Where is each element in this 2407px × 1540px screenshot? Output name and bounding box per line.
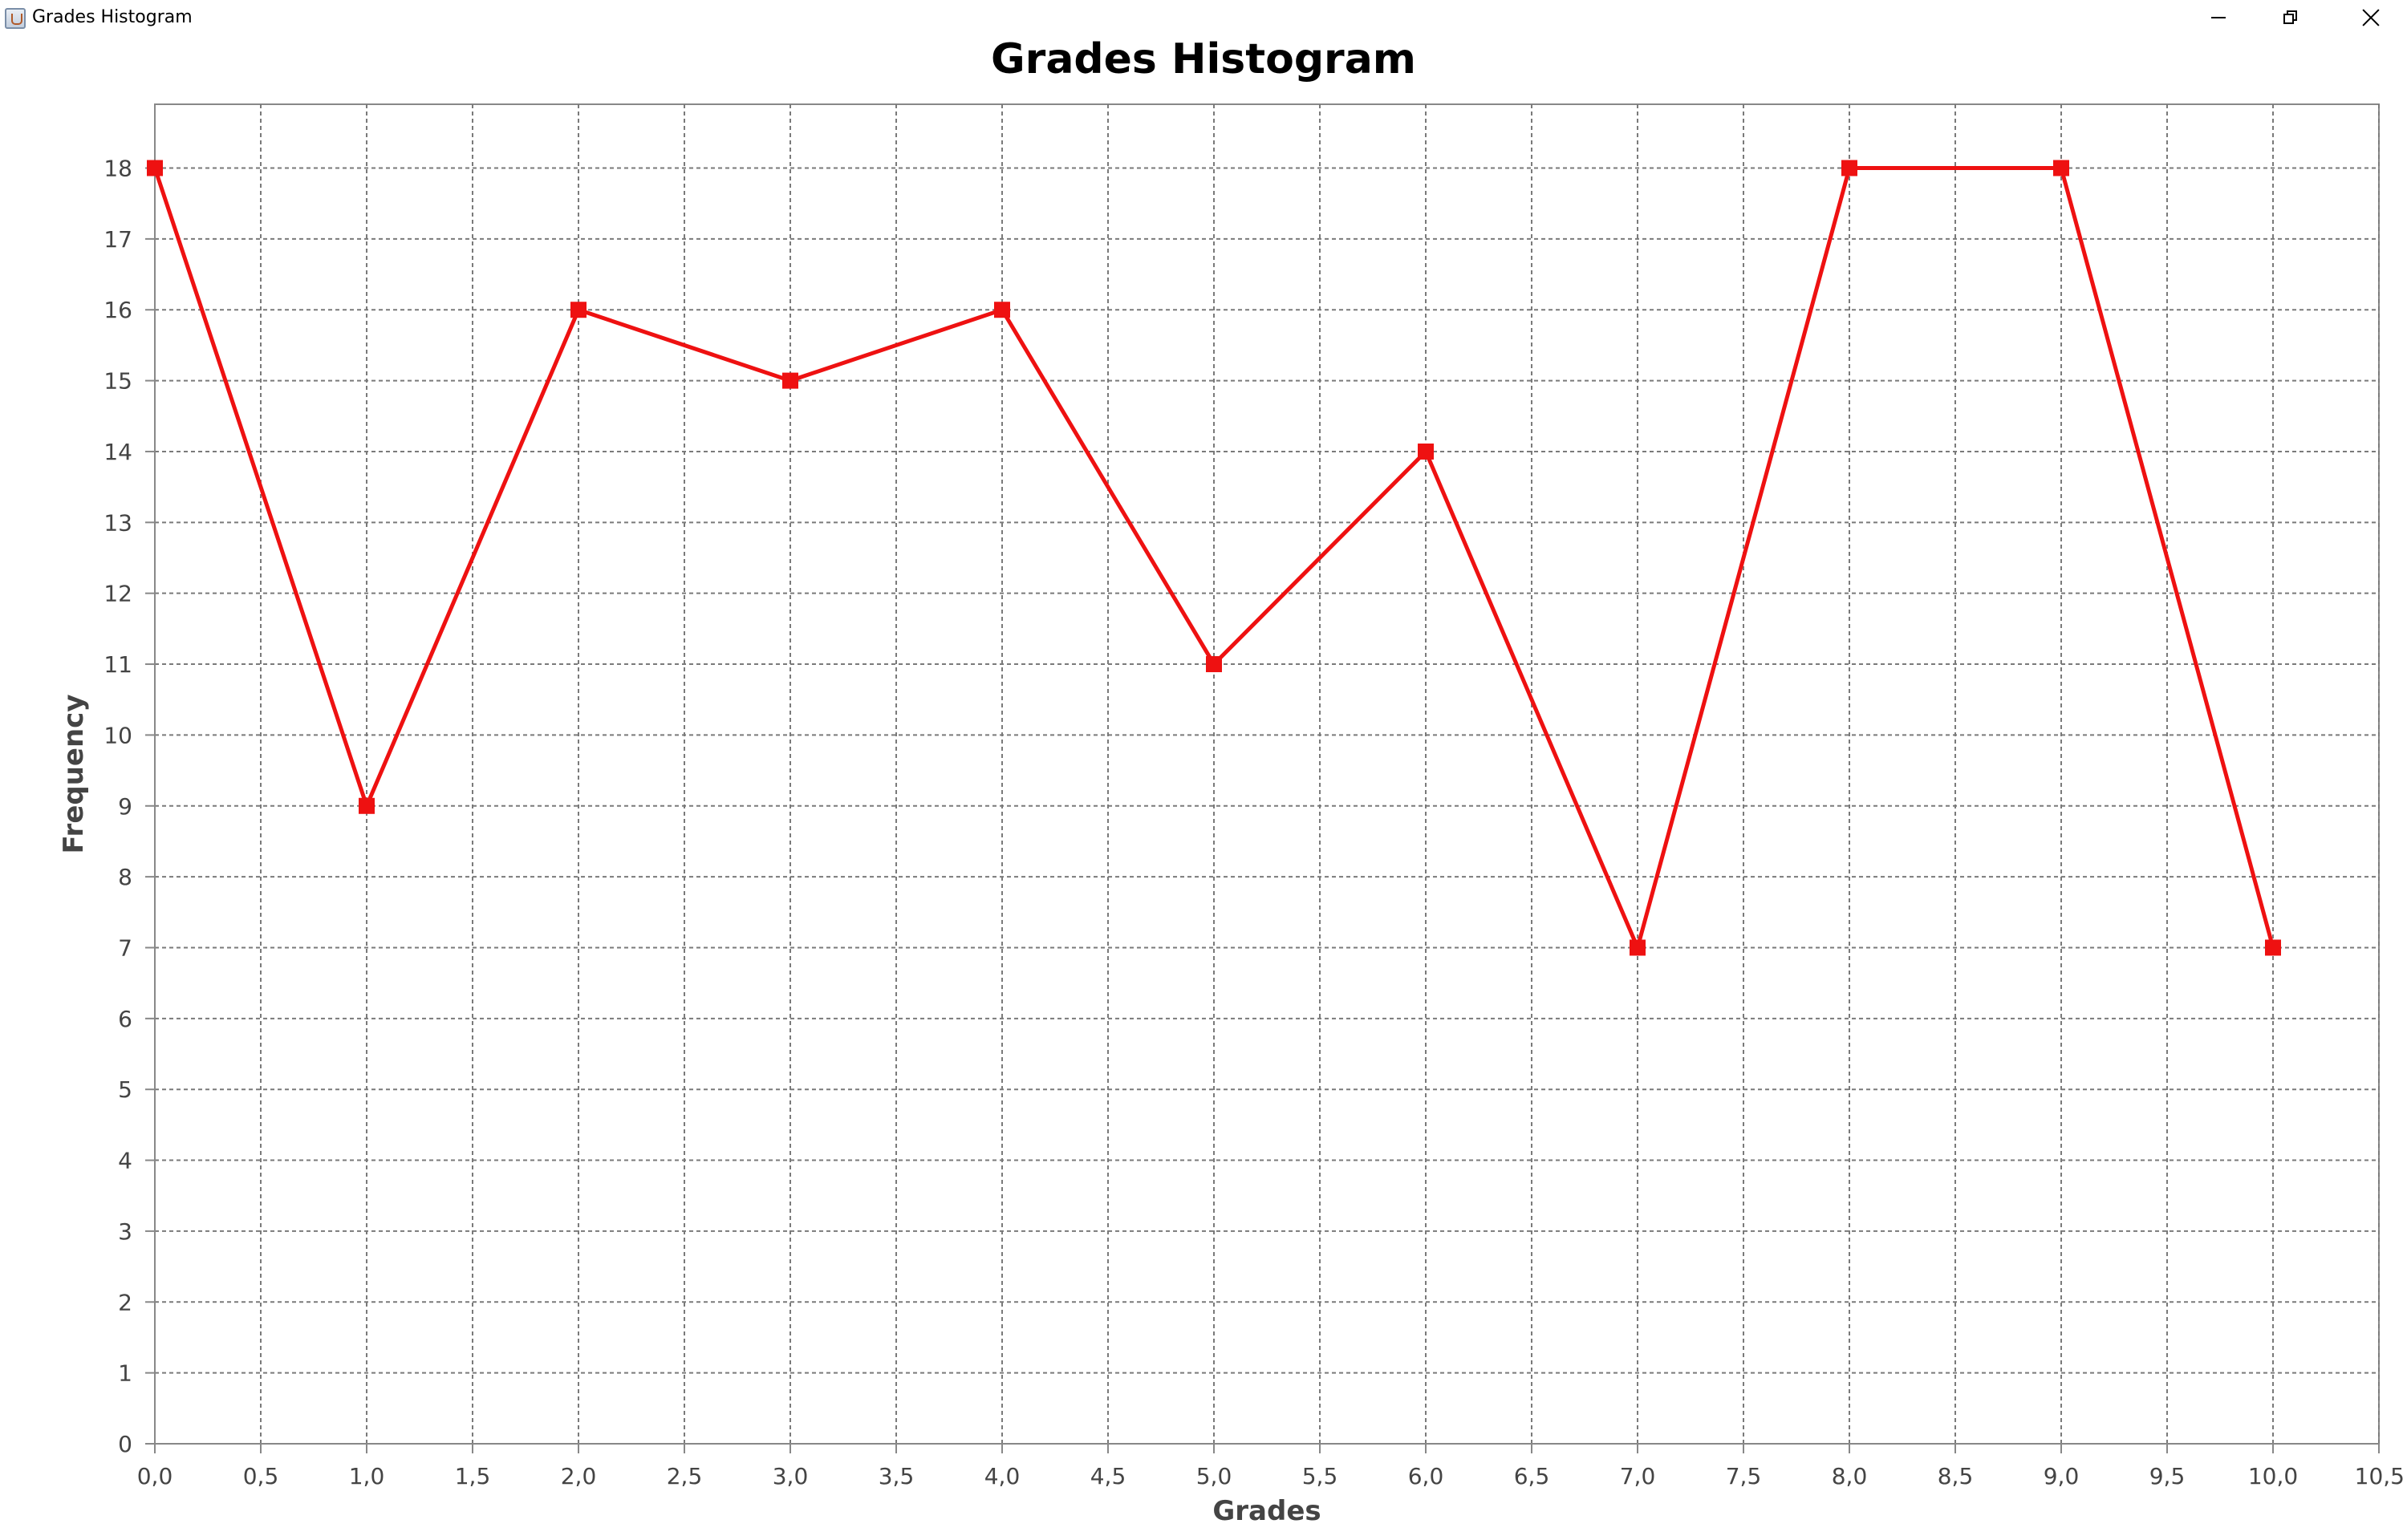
y-tick-label: 9 xyxy=(118,793,132,820)
x-tick-label: 2,0 xyxy=(561,1463,597,1489)
x-tick-label: 5,0 xyxy=(1196,1463,1232,1489)
data-point xyxy=(1841,160,1857,176)
data-point xyxy=(2265,939,2281,956)
y-tick-label: 8 xyxy=(118,864,132,890)
x-tick-label: 7,5 xyxy=(1726,1463,1762,1489)
x-tick-label: 0,5 xyxy=(243,1463,279,1489)
x-tick-label: 3,0 xyxy=(773,1463,809,1489)
x-tick-label: 6,0 xyxy=(1408,1463,1444,1489)
grid-lines xyxy=(154,104,2380,1445)
x-tick-label: 9,5 xyxy=(2149,1463,2186,1489)
minimize-icon xyxy=(2211,17,2226,18)
y-tick-label: 17 xyxy=(104,226,132,253)
y-tick-label: 2 xyxy=(118,1289,132,1315)
y-axis-label: Frequency xyxy=(58,694,90,853)
data-series xyxy=(147,160,2281,956)
restore-icon xyxy=(2283,10,2298,25)
x-tick-label: 6,5 xyxy=(1514,1463,1550,1489)
data-point xyxy=(2053,160,2069,176)
plot-background xyxy=(154,103,2380,1445)
x-tick-label: 4,5 xyxy=(1090,1463,1126,1489)
x-axis-label: Grades xyxy=(1212,1495,1321,1527)
restore-button[interactable] xyxy=(2255,0,2327,35)
x-tick-label: 0,0 xyxy=(137,1463,173,1489)
x-tick-label: 5,5 xyxy=(1302,1463,1338,1489)
java-cup-icon xyxy=(5,8,26,29)
y-tick-label: 7 xyxy=(118,934,132,961)
data-point xyxy=(1630,939,1646,956)
y-tick-label: 3 xyxy=(118,1218,132,1245)
x-tick-label: 1,5 xyxy=(455,1463,491,1489)
y-tick-label: 11 xyxy=(104,651,132,678)
data-point xyxy=(147,160,163,176)
y-tick-label: 14 xyxy=(104,439,132,465)
y-tick-label: 16 xyxy=(104,297,132,323)
axes xyxy=(145,104,2380,1453)
x-tick-label: 3,5 xyxy=(879,1463,915,1489)
x-tick-label: 8,0 xyxy=(1832,1463,1868,1489)
data-point xyxy=(1206,656,1222,673)
data-point xyxy=(570,302,587,318)
x-tick-label: 1,0 xyxy=(349,1463,385,1489)
y-tick-label: 18 xyxy=(104,156,132,182)
y-tick-label: 6 xyxy=(118,1006,132,1032)
y-tick-label: 4 xyxy=(118,1148,132,1174)
data-point xyxy=(782,372,798,389)
y-tick-label: 0 xyxy=(118,1431,132,1457)
x-tick-label: 4,0 xyxy=(984,1463,1021,1489)
data-point xyxy=(1418,443,1434,460)
x-tick-label: 9,0 xyxy=(2044,1463,2080,1489)
y-tick-label: 10 xyxy=(104,722,132,748)
chart-title: Grades Histogram xyxy=(991,35,1416,83)
y-tick-label: 13 xyxy=(104,509,132,536)
x-tick-label: 10,0 xyxy=(2248,1463,2298,1489)
x-tick-label: 10,5 xyxy=(2355,1463,2405,1489)
y-tick-label: 5 xyxy=(118,1076,132,1103)
x-tick-label: 2,5 xyxy=(667,1463,703,1489)
x-tick-label: 8,5 xyxy=(1938,1463,1974,1489)
data-point xyxy=(994,302,1010,318)
y-tick-label: 15 xyxy=(104,368,132,395)
x-tick-label: 7,0 xyxy=(1620,1463,1656,1489)
window-title: Grades Histogram xyxy=(32,7,193,27)
y-tick-label: 1 xyxy=(118,1360,132,1387)
y-tick-label: 12 xyxy=(104,581,132,607)
minimize-button[interactable] xyxy=(2182,0,2255,35)
title-bar[interactable]: Grades Histogram xyxy=(0,0,2407,38)
data-point xyxy=(359,797,375,814)
